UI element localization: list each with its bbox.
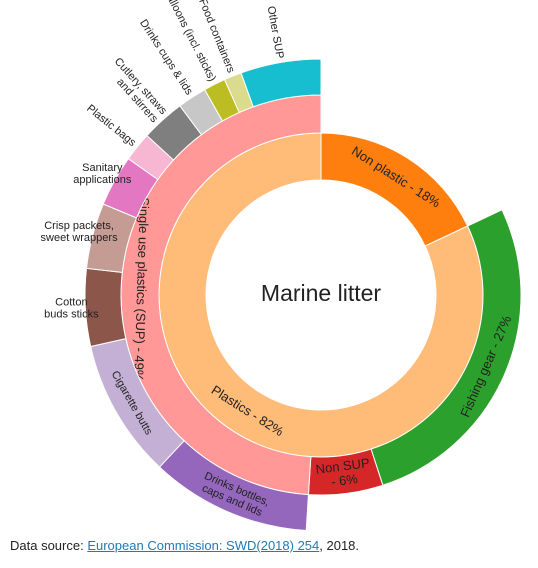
- source-link[interactable]: European Commission: SWD(2018) 254: [87, 538, 320, 553]
- segment-label: Non SUP- 6%: [315, 456, 372, 492]
- label-line: Non SUP: [315, 456, 371, 478]
- label-line: - 6%: [330, 471, 359, 489]
- inner-segment: [320, 132, 469, 247]
- label-line: Other SUP: [265, 5, 286, 59]
- label-line: Sanitary: [82, 162, 123, 174]
- label-line: applications: [73, 174, 132, 186]
- label-line: Plastic bags: [84, 102, 138, 149]
- segment-label: Other SUP: [265, 5, 286, 59]
- source-line: Data source: European Commission: SWD(20…: [10, 538, 359, 553]
- segment-label: Cotton buds sticks: [44, 296, 99, 320]
- label-line: Cotton: [55, 296, 87, 308]
- segment-label: Cutlery, strawsand stirrers: [103, 55, 169, 125]
- label-line: Crisp packets,: [44, 220, 114, 232]
- segment-label: Crisp packets, sweet wrappers: [41, 220, 119, 244]
- source-suffix: , 2018.: [319, 538, 360, 553]
- segment-label: Sanitary applications: [73, 162, 132, 186]
- label-line: buds sticks: [44, 308, 99, 320]
- chart: Non plastic - 18%Plastics - 82% Fishing g…: [41, 0, 522, 532]
- label-line: sweet wrappers: [41, 232, 119, 244]
- chart-title: Marine litter: [261, 280, 381, 306]
- segment-label: Single use plastics (SUP) - 49%: [131, 197, 152, 382]
- segment-label: Plastic bags: [84, 102, 138, 149]
- label-line: Single use plastics (SUP) - 49%: [131, 197, 152, 382]
- source-prefix: Data source:: [10, 538, 84, 553]
- outer-segment: [240, 58, 322, 108]
